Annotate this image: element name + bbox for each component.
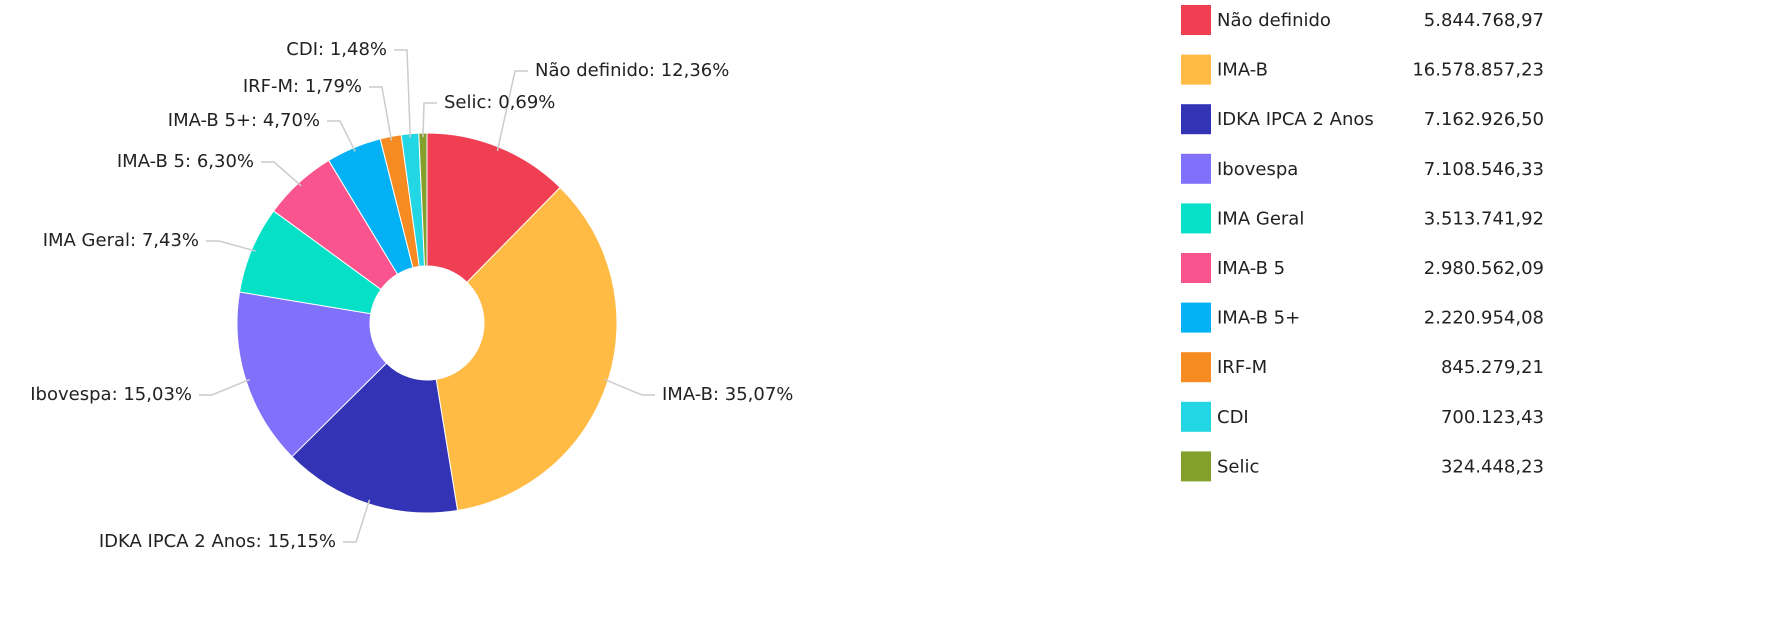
slice <box>236 291 388 458</box>
leader-line <box>603 378 655 396</box>
slice-label-name: IRF-M <box>243 76 293 97</box>
legend-amount: 5.844.768,97 <box>1424 10 1544 31</box>
slice-label-name: IDKA IPCA 2 Anos <box>99 531 256 552</box>
slice <box>291 362 459 514</box>
slice-label: IRF-M: 1,79% <box>243 76 362 97</box>
slice-label-value: 7,43% <box>142 230 199 251</box>
slice-label-name: IMA Geral <box>43 230 130 251</box>
legend-swatch <box>1181 5 1211 35</box>
legend-amount: 7.108.546,33 <box>1424 159 1544 180</box>
legend-swatch <box>1181 104 1211 135</box>
slice-label-name: Selic <box>444 92 486 113</box>
legend-swatch <box>1181 54 1211 85</box>
slice-label-name: Ibovespa <box>30 384 111 405</box>
legend-swatch <box>1181 302 1211 333</box>
slice-label: Não definido: 12,36% <box>535 60 729 81</box>
legend-amount: 700.123,43 <box>1441 407 1544 428</box>
legend-label: Selic <box>1217 456 1259 477</box>
legend-label: IDKA IPCA 2 Anos <box>1217 109 1374 130</box>
slice <box>418 132 428 267</box>
slice-label: IMA Geral: 7,43% <box>43 230 199 251</box>
leader-line <box>199 378 251 396</box>
slice-label-value: 12,36% <box>661 60 730 81</box>
slice-label-name: Não definido <box>535 60 649 81</box>
slice-label-name: IMA-B <box>662 384 713 405</box>
leader-line <box>394 49 412 138</box>
legend-label: CDI <box>1217 407 1249 428</box>
legend-amount: 16.578.857,23 <box>1412 60 1544 81</box>
legend-amount: 7.162.926,50 <box>1424 109 1544 130</box>
leader-line <box>496 70 528 152</box>
slice-label-value: 1,79% <box>305 76 362 97</box>
slice-label: Selic: 0,69% <box>444 92 555 113</box>
slice-label: CDI: 1,48% <box>286 39 387 60</box>
legend-label: Não definido <box>1217 10 1331 31</box>
legend-swatch <box>1181 203 1211 234</box>
legend-amount: 845.279,21 <box>1441 357 1544 378</box>
slice-label: IMA-B 5+: 4,70% <box>168 110 320 131</box>
leader-line <box>261 161 302 187</box>
legend-swatch <box>1181 401 1211 432</box>
legend-label: IMA-B <box>1217 60 1268 81</box>
legend-label: IRF-M <box>1217 357 1267 378</box>
slice-label-name: IMA-B 5+ <box>168 110 251 131</box>
leader-line <box>327 120 356 152</box>
slice <box>426 132 561 284</box>
slice <box>435 186 618 512</box>
slice-label: IMA-B: 35,07% <box>662 384 793 405</box>
leader-line <box>206 240 256 252</box>
slice-label-name: IMA-B 5 <box>117 151 185 172</box>
slice-label-value: 1,48% <box>330 39 387 60</box>
legend-label: IMA-B 5 <box>1217 258 1285 279</box>
slice-label-value: 0,69% <box>498 92 555 113</box>
legend-label: IMA Geral <box>1217 208 1304 229</box>
slice-label-value: 15,15% <box>267 531 336 552</box>
slice-label-value: 6,30% <box>197 151 254 172</box>
legend-swatch <box>1181 153 1211 184</box>
legend-label: Ibovespa <box>1217 159 1298 180</box>
legend-amount: 2.220.954,08 <box>1424 308 1544 329</box>
slice-label: Ibovespa: 15,03% <box>30 384 192 405</box>
leader-line <box>369 86 393 141</box>
legend-amount: 2.980.562,09 <box>1424 258 1544 279</box>
legend-label: IMA-B 5+ <box>1217 308 1300 329</box>
slice-label-value: 35,07% <box>725 384 794 405</box>
slice-label-value: 4,70% <box>263 110 320 131</box>
leader-line <box>343 499 371 543</box>
legend-swatch <box>1181 253 1211 283</box>
legend-amount: 324.448,23 <box>1441 456 1544 477</box>
slice-label: IMA-B 5: 6,30% <box>117 151 254 172</box>
slice-label: IDKA IPCA 2 Anos: 15,15% <box>99 531 336 552</box>
slice-label-name: CDI <box>286 39 318 60</box>
slice-label-value: 15,03% <box>123 384 192 405</box>
legend-swatch <box>1181 451 1211 482</box>
legend-amount: 3.513.741,92 <box>1424 208 1544 229</box>
leader-line <box>422 102 437 138</box>
legend-swatch <box>1181 352 1211 383</box>
